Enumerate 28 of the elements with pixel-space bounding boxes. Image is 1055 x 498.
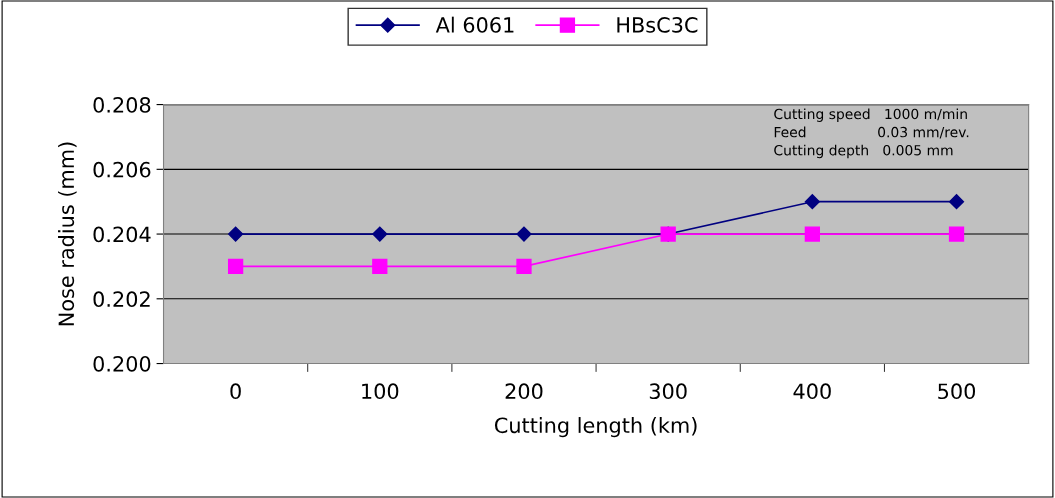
point — [804, 194, 820, 210]
point — [948, 194, 965, 210]
point — [516, 226, 532, 242]
y-tick-label: 0.202 — [93, 291, 150, 308]
legend-label: Al 6061 — [435, 16, 514, 33]
x-tick-label: 100 — [362, 383, 399, 400]
point — [948, 226, 965, 242]
x-tick-label: 400 — [793, 383, 831, 400]
y-tick-label: 0.206 — [93, 161, 151, 178]
y-axis-title: Nose radius (mm) — [58, 142, 77, 326]
annotation: Cutting speed 1000 m/min — [774, 108, 967, 122]
point — [228, 226, 244, 242]
point — [516, 258, 532, 275]
x-tick-label: 300 — [649, 383, 687, 400]
point — [372, 258, 388, 275]
x-tick-label: 500 — [938, 383, 976, 400]
y-tick-label: 0.208 — [93, 97, 151, 113]
point — [804, 226, 820, 242]
x-axis-title: Cutting length (km) — [494, 417, 697, 438]
point — [227, 258, 244, 275]
annotation: Feed 0.03 mm/rev. — [774, 126, 969, 139]
x-tick-label: 0 — [230, 383, 241, 400]
legend-label: HBsC3C — [617, 17, 698, 33]
y-tick-label: 0.204 — [93, 226, 151, 243]
x-tick-label: 200 — [505, 383, 543, 400]
annotation: Cutting depth 0.005 mm — [774, 144, 953, 159]
point — [372, 226, 388, 242]
y-tick-label: 0.200 — [93, 355, 151, 372]
